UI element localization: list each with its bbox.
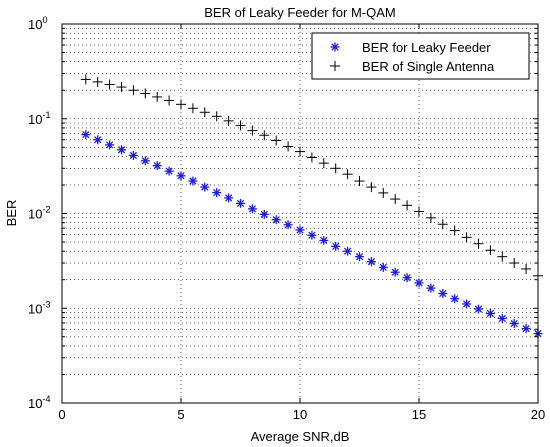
legend-marker-star: [330, 42, 340, 52]
data-point-star: [164, 166, 174, 176]
data-point-plus: [80, 74, 91, 85]
data-point-star: [366, 257, 376, 267]
data-point-star: [152, 161, 162, 171]
data-point-star: [295, 225, 305, 235]
data-point-star: [390, 267, 400, 277]
data-point-plus: [473, 238, 484, 249]
data-point-plus: [259, 130, 270, 141]
data-point-plus: [152, 91, 163, 102]
data-point-plus: [128, 85, 139, 96]
data-point-plus: [437, 219, 448, 230]
legend: BER for Leaky Feeder BER of Single Anten…: [311, 32, 530, 80]
data-point-plus: [354, 176, 365, 187]
data-point-star: [414, 278, 424, 288]
data-point-plus: [116, 82, 127, 93]
data-point-plus: [485, 245, 496, 256]
data-point-plus: [283, 141, 294, 152]
data-point-star: [521, 324, 531, 334]
data-point-star: [140, 156, 150, 166]
data-point-plus: [306, 152, 317, 163]
data-point-plus: [295, 146, 305, 157]
data-point-star: [485, 309, 495, 319]
data-point-plus: [378, 187, 389, 198]
data-point-star: [105, 140, 115, 150]
legend-box: [311, 32, 530, 80]
x-tick-label: 10: [293, 407, 307, 422]
data-point-star: [319, 235, 329, 245]
data-point-star: [497, 313, 507, 323]
data-point-star: [378, 262, 388, 272]
data-point-plus: [211, 111, 222, 122]
chart-title: BER of Leaky Feeder for M-QAM: [204, 5, 395, 20]
data-point-star: [474, 304, 483, 314]
data-point-plus: [176, 99, 186, 110]
data-point-star: [509, 319, 519, 329]
data-point-star: [271, 215, 281, 225]
data-point-star: [176, 171, 186, 181]
data-point-plus: [366, 182, 377, 193]
data-point-star: [212, 188, 222, 198]
data-point-plus: [521, 263, 532, 274]
data-point-plus: [92, 76, 103, 87]
data-point-star: [438, 289, 448, 299]
data-point-star: [307, 230, 317, 240]
x-axis-label: Average SNR,dB: [251, 429, 350, 444]
data-point-plus: [461, 232, 472, 243]
data-point-plus: [330, 163, 341, 174]
data-point-plus: [104, 79, 115, 90]
x-tick-label: 20: [531, 407, 545, 422]
data-point-plus: [247, 125, 258, 136]
data-point-star: [128, 150, 138, 160]
legend-marker-plus: [330, 61, 340, 71]
x-tick-label: 0: [58, 407, 65, 422]
data-point-plus: [187, 103, 198, 114]
data-point-star: [188, 176, 198, 186]
data-point-star: [224, 193, 234, 203]
data-point-star: [355, 252, 364, 262]
data-point-plus: [509, 258, 520, 269]
data-point-plus: [449, 225, 460, 236]
y-axis-label: BER: [4, 200, 19, 227]
data-point-plus: [271, 135, 282, 146]
legend-label-single-antenna: BER of Single Antenna: [362, 59, 495, 74]
x-tick-label: 5: [177, 407, 184, 422]
data-point-plus: [318, 158, 329, 169]
data-point-star: [343, 246, 353, 256]
data-point-star: [117, 145, 126, 155]
data-point-plus: [235, 120, 246, 131]
data-point-plus: [390, 194, 401, 205]
data-point-star: [402, 273, 412, 283]
data-point-star: [331, 241, 341, 251]
data-point-plus: [140, 88, 151, 99]
data-point-plus: [342, 169, 353, 180]
data-point-plus: [425, 212, 436, 223]
x-tick-label: 15: [412, 407, 426, 422]
legend-label-leaky-feeder: BER for Leaky Feeder: [362, 40, 491, 55]
series-leaky-feeder: [81, 130, 543, 339]
data-point-star: [259, 209, 269, 219]
data-point-star: [81, 130, 91, 140]
data-point-plus: [414, 206, 424, 217]
data-point-plus: [497, 251, 508, 262]
data-point-plus: [199, 107, 210, 118]
data-point-star: [426, 283, 436, 293]
data-point-star: [247, 204, 257, 214]
data-point-star: [200, 182, 210, 192]
data-point-star: [93, 135, 103, 145]
data-point-plus: [164, 95, 175, 106]
data-point-star: [283, 220, 293, 230]
data-point-star: [450, 294, 460, 304]
data-point-plus: [402, 200, 413, 211]
data-series: [80, 74, 543, 339]
data-point-star: [462, 299, 472, 309]
data-point-plus: [223, 115, 234, 126]
data-point-star: [236, 198, 245, 208]
